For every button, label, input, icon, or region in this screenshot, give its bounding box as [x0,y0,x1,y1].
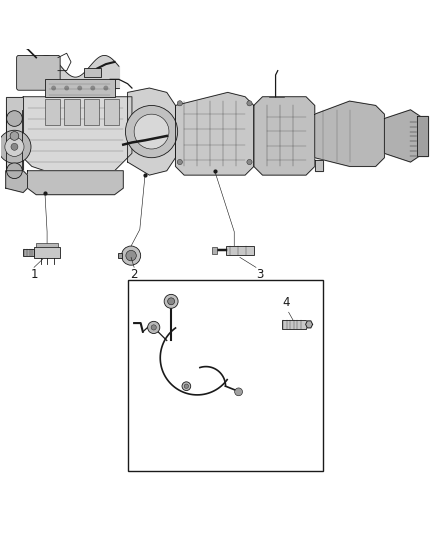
Circle shape [247,101,252,106]
Bar [23,249,34,256]
FancyBboxPatch shape [17,55,60,90]
Bar [226,246,254,255]
Circle shape [52,86,55,90]
Circle shape [177,101,183,106]
Polygon shape [6,171,28,192]
Polygon shape [254,97,315,175]
Circle shape [7,163,22,179]
Polygon shape [28,171,123,195]
Polygon shape [306,321,313,328]
Circle shape [184,384,188,389]
Text: 1: 1 [30,268,38,281]
Circle shape [151,325,156,330]
Bar [45,79,115,97]
Circle shape [126,251,136,261]
Bar [118,253,121,258]
Circle shape [5,137,24,156]
Circle shape [148,321,160,334]
Bar [282,320,306,329]
Circle shape [104,86,108,90]
Bar [84,68,102,77]
Bar [34,247,60,258]
Circle shape [121,246,141,265]
Polygon shape [385,110,424,162]
Circle shape [0,130,31,163]
Circle shape [134,114,169,149]
Bar [45,99,60,125]
Text: 2: 2 [131,268,138,281]
Polygon shape [23,97,132,171]
Bar [104,99,119,125]
Circle shape [247,159,252,165]
Bar [36,244,58,247]
Circle shape [164,294,178,308]
Circle shape [7,111,22,126]
Bar [212,247,217,254]
Circle shape [10,132,19,140]
Bar [84,99,99,125]
Text: 4: 4 [283,296,290,309]
Bar [127,279,323,471]
Polygon shape [6,97,23,171]
Circle shape [91,86,95,90]
Circle shape [235,388,243,396]
Circle shape [168,298,175,305]
Circle shape [78,86,81,90]
Polygon shape [127,88,176,175]
Circle shape [125,106,178,158]
Circle shape [65,86,68,90]
Circle shape [182,382,191,391]
Polygon shape [176,92,254,175]
Bar [64,99,80,125]
Polygon shape [417,116,428,156]
Polygon shape [315,160,323,171]
Circle shape [177,159,183,165]
Text: 3: 3 [257,268,264,281]
Polygon shape [315,101,385,166]
Circle shape [11,143,18,150]
